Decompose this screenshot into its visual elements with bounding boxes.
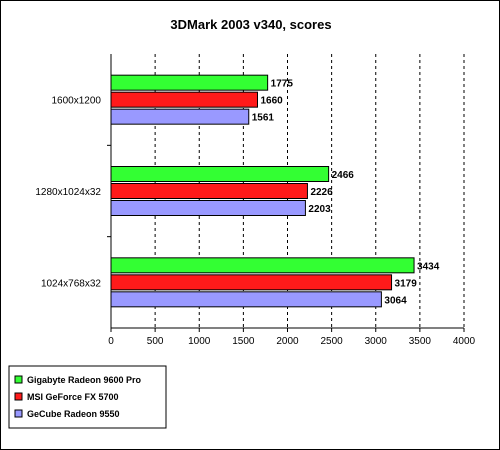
x-tick-label: 1500	[232, 336, 255, 347]
bar	[110, 291, 382, 308]
data-label: 3179	[395, 278, 418, 289]
legend-label: MSI GeForce FX 5700	[27, 392, 119, 402]
x-tick-label: 500	[147, 336, 164, 347]
legend-swatch	[14, 392, 23, 401]
data-label: 2466	[332, 170, 355, 181]
bar	[110, 257, 415, 274]
x-tick-label: 0	[108, 336, 114, 347]
bar	[110, 183, 308, 199]
x-tick-label: 3500	[409, 336, 432, 347]
plot-area: 0 500 1000 1500 2000 2500 3000 3500 4000 1600x120…	[35, 54, 476, 347]
data-label: 2203	[308, 204, 331, 215]
data-label: 1561	[252, 113, 275, 124]
data-label: 1775	[271, 79, 294, 90]
legend-swatch	[14, 409, 23, 418]
bar	[110, 166, 330, 182]
category-label: 1024x768x32	[41, 278, 101, 289]
category-label: 1600x1200	[52, 96, 102, 107]
x-tick-label: 3000	[365, 336, 388, 347]
category-label: 1280x1024x32	[35, 187, 101, 198]
x-tick-label: 4000	[453, 336, 476, 347]
data-label: 2226	[310, 187, 333, 198]
x-tick-label: 2000	[276, 336, 299, 347]
data-label: 3434	[417, 261, 440, 272]
legend-label: GeCube Radeon 9550	[27, 409, 120, 419]
bar	[110, 274, 393, 291]
legend: Gigabyte Radeon 9600 Pro MSI GeForce FX 5…	[8, 365, 167, 429]
data-label: 3064	[384, 295, 407, 306]
legend-swatch	[14, 375, 23, 384]
legend-label: Gigabyte Radeon 9600 Pro	[27, 375, 142, 385]
bar	[110, 108, 250, 125]
chart-title: 3DMark 2003 v340, scores	[170, 17, 331, 32]
bar	[110, 74, 269, 91]
x-tick-label: 1000	[188, 336, 211, 347]
legend-box	[8, 365, 167, 429]
data-label: 1660	[260, 96, 283, 107]
bar	[110, 200, 306, 216]
bar	[110, 91, 258, 108]
x-tick-label: 2500	[321, 336, 344, 347]
